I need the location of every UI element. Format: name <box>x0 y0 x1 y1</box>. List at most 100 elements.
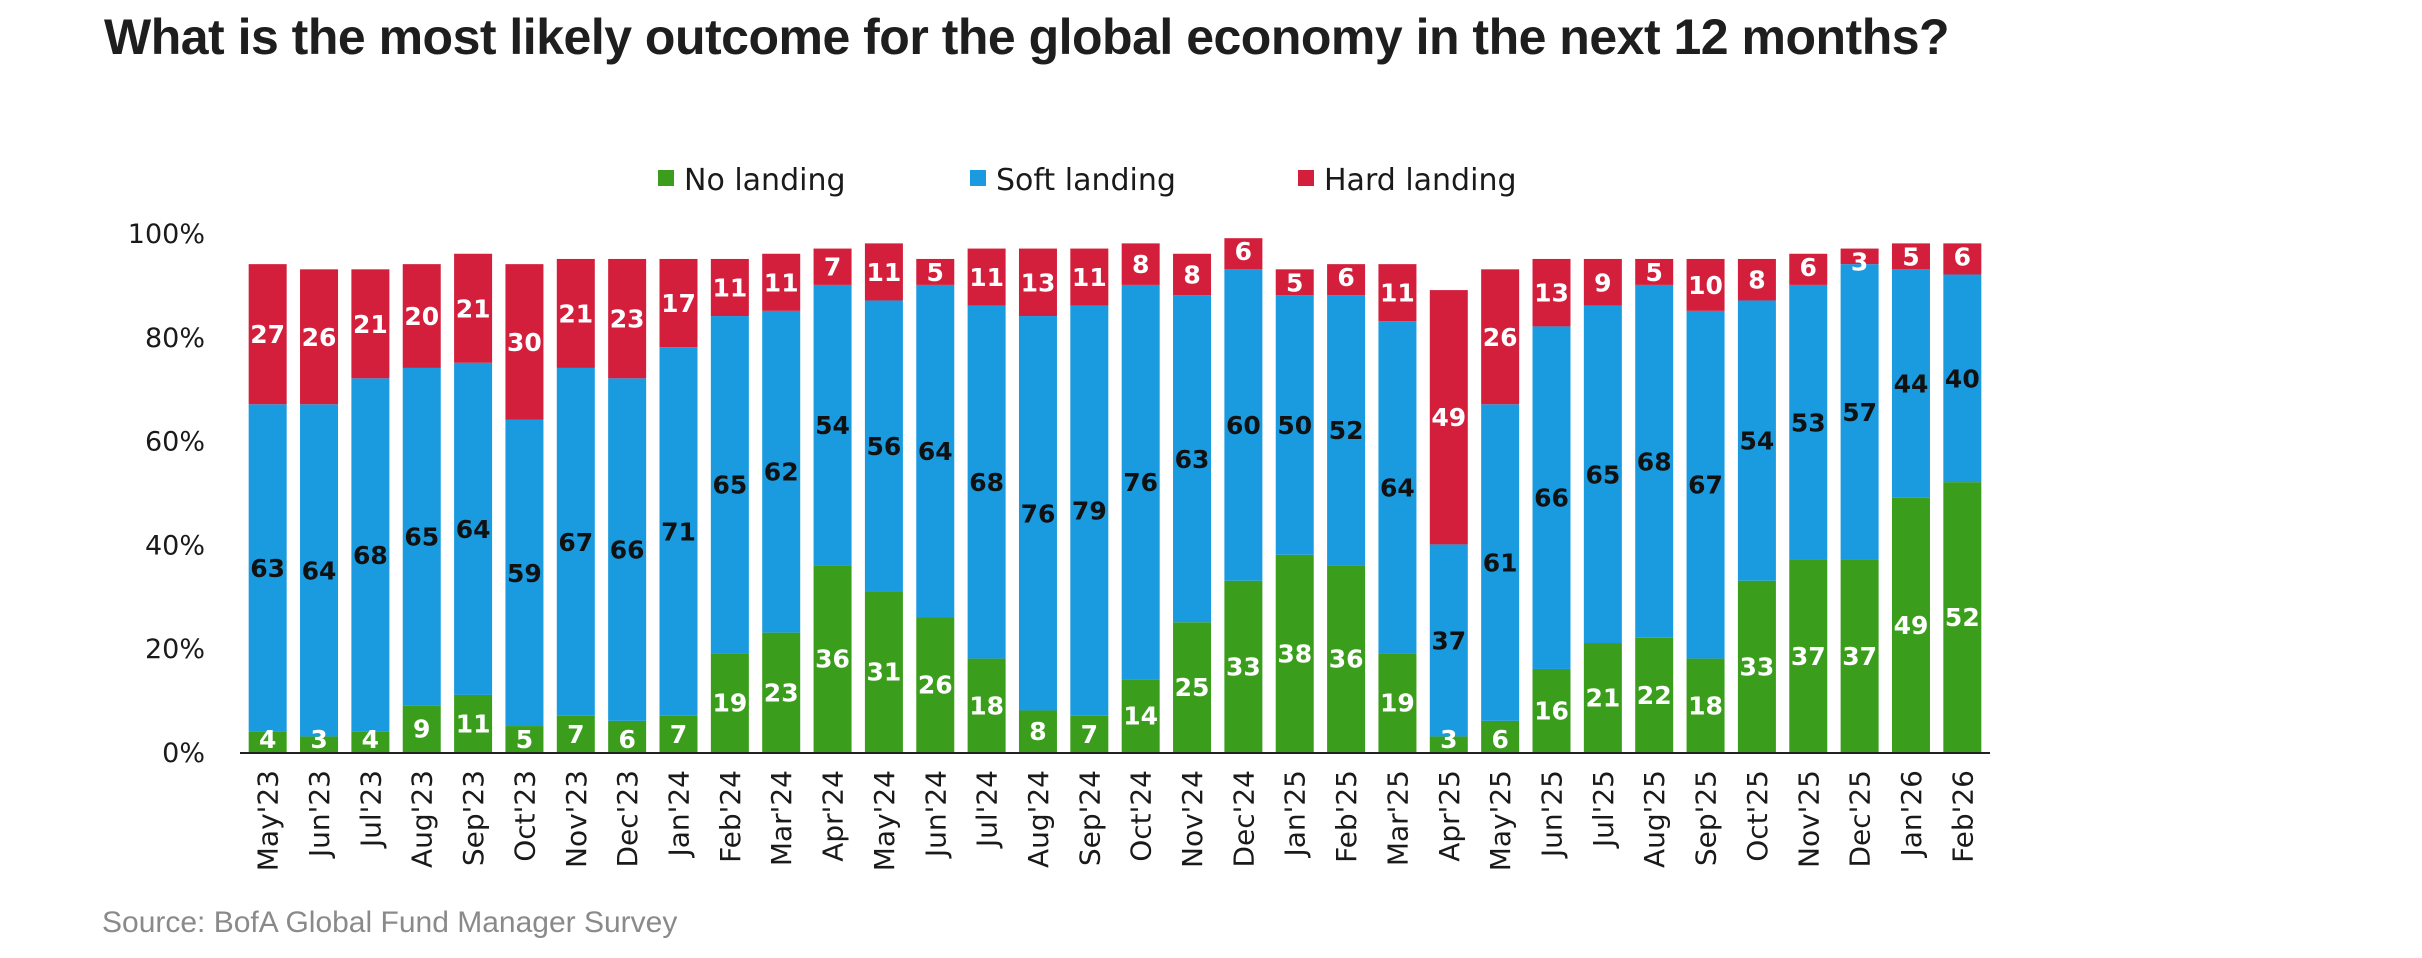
y-tick-label: 100% <box>128 219 205 250</box>
value-label-no-landing: 33 <box>1226 652 1261 681</box>
bar-segment-no-landing <box>1018 710 1057 752</box>
value-label-soft-landing: 62 <box>764 458 799 487</box>
value-label-soft-landing: 56 <box>867 432 902 461</box>
bar-segment-no-landing <box>1275 554 1314 752</box>
value-label-soft-landing: 68 <box>969 468 1004 497</box>
x-tick-label: Feb'24 <box>714 770 747 863</box>
x-tick-label: Nov'24 <box>1176 770 1209 868</box>
value-label-soft-landing: 64 <box>918 437 953 466</box>
bar-segment-no-landing <box>1481 720 1520 752</box>
value-label-soft-landing: 68 <box>1637 447 1672 476</box>
y-tick-label: 20% <box>145 634 205 665</box>
value-label-no-landing: 36 <box>815 645 850 674</box>
bar-segment-hard-landing <box>1173 253 1212 296</box>
bar-segment-hard-landing <box>556 258 595 368</box>
bar-segment-soft-landing <box>1224 269 1263 581</box>
value-label-no-landing: 37 <box>1842 642 1877 671</box>
value-label-soft-landing: 44 <box>1894 370 1929 399</box>
legend-swatch-no-landing <box>658 170 674 186</box>
y-tick-label: 80% <box>145 323 205 354</box>
bar-segment-hard-landing <box>1532 258 1571 327</box>
bar-segment-soft-landing <box>1891 269 1930 498</box>
bar-segment-soft-landing <box>1429 544 1468 737</box>
value-label-no-landing: 33 <box>1740 652 1775 681</box>
bar-segment-no-landing <box>1891 497 1930 752</box>
stacked-bar-chart: No landing Soft landing Hard landing 0% 20%… <box>128 163 1990 871</box>
value-label-no-landing: 16 <box>1534 696 1569 725</box>
value-label-hard-landing: 26 <box>1483 323 1518 352</box>
bar-segment-soft-landing <box>1583 305 1622 644</box>
value-label-hard-landing: 21 <box>353 310 388 339</box>
bar-segment-soft-landing <box>1327 295 1366 566</box>
value-label-soft-landing: 54 <box>815 411 850 440</box>
x-tick-label: May'25 <box>1484 770 1517 871</box>
x-tick-label: Jul'25 <box>1587 770 1620 849</box>
bar-segment-hard-landing <box>505 264 544 420</box>
value-label-no-landing: 18 <box>1688 691 1723 720</box>
bar-segment-hard-landing <box>1275 269 1314 296</box>
value-label-no-landing: 11 <box>456 709 491 738</box>
x-tick-label: Mar'24 <box>765 770 798 866</box>
value-label-hard-landing: 6 <box>1954 242 1971 271</box>
bar-segment-no-landing <box>402 705 441 752</box>
bar-segment-no-landing <box>1737 580 1776 752</box>
value-label-no-landing: 8 <box>1029 717 1046 746</box>
bar-segment-hard-landing <box>967 248 1006 306</box>
value-label-hard-landing: 5 <box>1646 258 1663 287</box>
bar-segment-no-landing <box>1583 643 1622 752</box>
bar-segment-no-landing <box>505 726 544 752</box>
bar-segment-no-landing <box>710 653 749 752</box>
value-label-hard-landing: 11 <box>764 268 799 297</box>
bar-segment-hard-landing <box>1429 290 1468 545</box>
x-tick-label: Jan'24 <box>663 770 696 859</box>
value-label-hard-landing: 13 <box>1534 279 1569 308</box>
bar-segment-hard-landing <box>248 264 287 405</box>
value-label-hard-landing: 6 <box>1337 263 1354 292</box>
bar-segment-hard-landing <box>1943 243 1982 275</box>
bar-segment-soft-landing <box>1789 284 1828 560</box>
bar-segment-no-landing <box>1635 637 1674 752</box>
bar-segment-soft-landing <box>505 419 544 727</box>
x-tick-label: Jun'23 <box>303 770 336 859</box>
bar-segment-no-landing <box>864 591 903 752</box>
bar-segment-hard-landing <box>1378 264 1417 322</box>
value-label-soft-landing: 64 <box>456 515 491 544</box>
value-label-hard-landing: 21 <box>558 299 593 328</box>
bar-segment-hard-landing <box>608 258 647 379</box>
value-label-hard-landing: 7 <box>824 253 841 282</box>
bar-segment-no-landing <box>608 720 647 752</box>
value-label-soft-landing: 60 <box>1226 411 1261 440</box>
bar-segment-soft-landing <box>1840 264 1879 560</box>
value-label-no-landing: 49 <box>1894 611 1929 640</box>
value-label-soft-landing: 65 <box>712 471 747 500</box>
bar-segment-no-landing <box>1532 668 1571 752</box>
value-label-hard-landing: 27 <box>250 320 285 349</box>
value-label-soft-landing: 65 <box>1585 460 1620 489</box>
bar-segment-soft-landing <box>1481 404 1520 721</box>
bar-segment-no-landing <box>1789 559 1828 752</box>
value-label-soft-landing: 63 <box>250 554 285 583</box>
value-label-hard-landing: 10 <box>1688 271 1723 300</box>
bar-segment-soft-landing <box>351 378 390 732</box>
value-label-no-landing: 25 <box>1175 673 1210 702</box>
bar-segment-no-landing <box>556 715 595 752</box>
bar-segment-soft-landing <box>1686 310 1725 659</box>
value-label-no-landing: 3 <box>310 725 327 754</box>
legend-swatch-soft-landing <box>970 170 986 186</box>
bar-segment-hard-landing <box>1070 248 1109 306</box>
bar-segment-soft-landing <box>248 404 287 732</box>
bar-segment-no-landing <box>659 715 698 752</box>
legend-swatch-hard-landing <box>1298 170 1314 186</box>
value-label-soft-landing: 64 <box>1380 473 1415 502</box>
value-label-soft-landing: 63 <box>1175 445 1210 474</box>
x-axis: May'23 Jun'23 Jul'23 Aug'23 Sep'23 Oct'23 Nov'… <box>240 752 1990 871</box>
bar-segment-no-landing <box>351 731 390 752</box>
y-tick-label: 40% <box>145 530 205 561</box>
bar-segment-soft-landing <box>402 367 441 706</box>
bar-segment-no-landing <box>1224 580 1263 752</box>
bar-segment-no-landing <box>1070 715 1109 752</box>
value-label-soft-landing: 79 <box>1072 497 1107 526</box>
value-label-soft-landing: 67 <box>1688 471 1723 500</box>
bar-segment-no-landing <box>1429 736 1468 752</box>
bar-segment-hard-landing <box>1737 258 1776 301</box>
